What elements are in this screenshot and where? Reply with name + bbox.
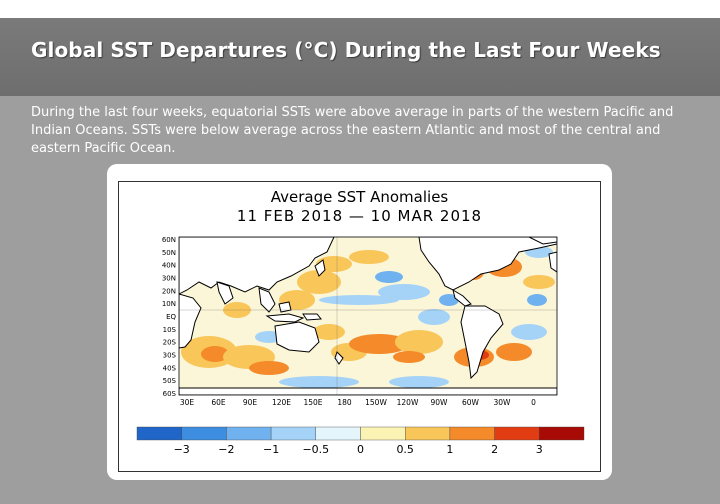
colorbar-tick-label: −2 xyxy=(218,443,234,456)
top-strip xyxy=(0,0,720,18)
map-field xyxy=(179,237,557,395)
slide-body-text: During the last four weeks, equatorial S… xyxy=(31,105,674,156)
longitude-label: 120W xyxy=(397,398,419,407)
latitude-label: 50S xyxy=(163,377,177,385)
latitude-label: EQ xyxy=(166,313,176,321)
colorbar-segment xyxy=(494,426,540,441)
sst-anomaly-figure: Average SST Anomalies 11 FEB 2018 — 10 M… xyxy=(118,181,601,472)
latitude-label: 40N xyxy=(162,262,176,270)
colorbar-segment xyxy=(226,426,272,441)
longitude-label: 0 xyxy=(531,398,536,407)
latitude-label: 60S xyxy=(163,390,177,398)
colorbar-segment xyxy=(405,426,451,441)
colorbar-segment xyxy=(315,426,361,441)
greenland xyxy=(528,237,557,245)
colorbar-tick-label: 2 xyxy=(491,443,498,456)
colorbar-tick-label: −1 xyxy=(263,443,279,456)
latitude-label: 40S xyxy=(163,364,177,372)
colorbar-segment xyxy=(270,426,317,441)
latitude-label: 30N xyxy=(162,275,176,283)
latitude-label: 10N xyxy=(162,300,176,308)
map-gridlines xyxy=(179,237,557,395)
figure-period: 11 FEB 2018 — 10 MAR 2018 xyxy=(236,207,483,225)
title-bar xyxy=(0,18,720,96)
africa xyxy=(179,293,202,349)
latitude-label: 30S xyxy=(163,352,177,360)
europe-west xyxy=(548,251,557,273)
colorbar-tick-label: −3 xyxy=(174,443,190,456)
arabia-india xyxy=(216,281,234,305)
north-america xyxy=(418,237,557,291)
latitude-label: 10S xyxy=(163,326,177,334)
japan xyxy=(314,259,326,277)
longitude-label: 90W xyxy=(431,398,449,407)
longitude-label: 150W xyxy=(365,398,387,407)
colorbar-tick-label: −0.5 xyxy=(302,443,329,456)
colorbar-labels: −3 −2 −1 −0.5 0 0.5 1 2 3 xyxy=(174,443,543,456)
figure-card: Average SST Anomalies 11 FEB 2018 — 10 M… xyxy=(107,164,612,480)
colorbar-segment xyxy=(449,426,495,441)
eurasia xyxy=(179,237,335,295)
sst-anomaly-map: 60N 50N 40N 30N 20N 10N EQ 10S 20S 30S 40S 50S 60S 3… xyxy=(136,236,585,456)
longitude-label: 120E xyxy=(272,398,291,407)
colorbar-tick-label: 3 xyxy=(536,443,543,456)
map-frame xyxy=(178,236,558,396)
colorbar-segment xyxy=(181,426,227,441)
indonesia xyxy=(265,313,305,323)
colorbar-tick-label: 0 xyxy=(357,443,364,456)
longitude-label: 30W xyxy=(494,398,512,407)
latitude-label: 60N xyxy=(162,236,176,244)
land-masses xyxy=(179,237,557,395)
longitude-label: 150E xyxy=(303,398,322,407)
longitude-label: 60E xyxy=(211,398,226,407)
borneo xyxy=(278,301,292,313)
central-america xyxy=(452,288,472,307)
colorbar-tick-label: 0.5 xyxy=(396,443,414,456)
new-guinea xyxy=(302,313,322,321)
longitude-labels: 30E 60E 90E 120E 150E 180 150W 120W 90W 60W 30W 0 xyxy=(180,398,536,407)
south-america xyxy=(460,305,504,380)
antarctica xyxy=(179,387,557,395)
southeast-asia xyxy=(258,287,276,313)
latitude-label: 20S xyxy=(163,339,177,347)
colorbar-segment xyxy=(539,426,585,441)
longitude-label: 60W xyxy=(462,398,480,407)
longitude-label: 90E xyxy=(243,398,258,407)
longitude-label: 180 xyxy=(337,398,352,407)
longitude-label: 30E xyxy=(180,398,195,407)
figure-title: Average SST Anomalies xyxy=(270,188,449,206)
colorbar-segment xyxy=(360,426,406,441)
latitude-labels: 60N 50N 40N 30N 20N 10N EQ 10S 20S 30S 40S 50S 60S xyxy=(162,236,177,398)
colorbar xyxy=(136,426,585,441)
latitude-label: 50N xyxy=(162,249,176,257)
australia xyxy=(274,321,320,353)
colorbar-tick-label: 1 xyxy=(446,443,453,456)
latitude-label: 20N xyxy=(162,287,176,295)
colorbar-segment xyxy=(136,426,182,441)
slide-title: Global SST Departures (°C) During the La… xyxy=(31,38,661,62)
